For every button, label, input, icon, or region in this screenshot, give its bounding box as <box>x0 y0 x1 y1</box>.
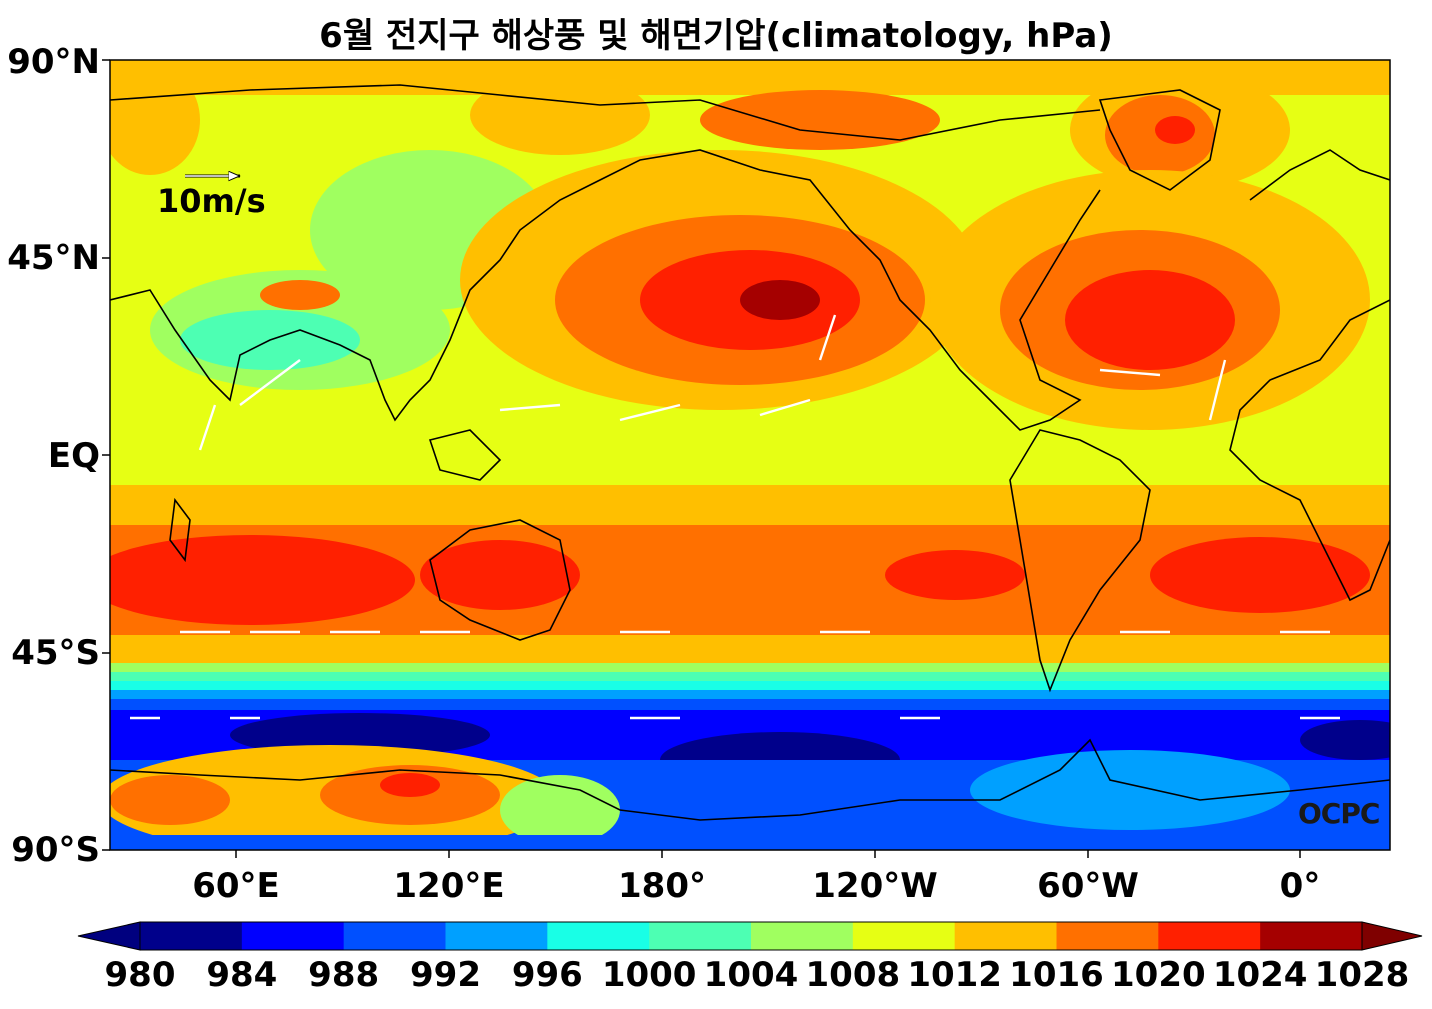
colorbar-swatch <box>343 922 446 950</box>
lat-label-90n: 90°N <box>7 42 100 82</box>
lon-label-120e: 120°E <box>393 866 505 906</box>
colorbar-tick-label: 1000 <box>601 955 697 995</box>
colorbar-tick-label: 984 <box>206 955 278 995</box>
colorbar-under-extend <box>77 921 141 951</box>
lon-label-120w: 120°W <box>812 866 938 906</box>
colorbar-swatch <box>547 922 650 950</box>
colorbar-swatch <box>241 922 345 950</box>
colorbar-swatch <box>751 922 854 950</box>
lon-label-60e: 60°E <box>192 866 280 906</box>
colorbar-swatch <box>954 922 1057 950</box>
map-field <box>110 60 1390 850</box>
colorbar-tick-label: 1028 <box>1314 955 1410 995</box>
lat-label-45s: 45°S <box>11 633 100 673</box>
colorbar-tick-label: 980 <box>104 955 176 995</box>
colorbar-swatch <box>1056 922 1159 950</box>
colorbar-tick-label: 988 <box>308 955 380 995</box>
wind-reference-label: 10m/s <box>157 182 266 220</box>
wind-vectors <box>130 314 1340 720</box>
colorbar-swatch <box>445 922 548 950</box>
lat-label-eq: EQ <box>47 436 100 476</box>
lat-label-45n: 45°N <box>7 238 100 278</box>
lon-label-180: 180° <box>618 866 706 906</box>
credit-logo: OCPC <box>1298 797 1380 830</box>
colorbar-swatch <box>852 922 956 950</box>
colorbar-tick-label: 1016 <box>1009 955 1104 995</box>
coastlines <box>110 84 1390 821</box>
colorbar-swatch <box>1158 922 1261 950</box>
colorbar-swatch <box>649 922 752 950</box>
colorbar-tick-label: 996 <box>511 955 583 995</box>
lon-label-60w: 60°W <box>1037 866 1139 906</box>
colorbar-over-extend <box>1361 921 1423 951</box>
colorbar-tick-label: 1004 <box>703 955 799 995</box>
colorbar-swatch <box>1260 922 1363 950</box>
map-title: 6월 전지구 해상풍 및 해면기압(climatology, hPa) <box>319 16 1113 56</box>
colorbar-tick-label: 1012 <box>907 955 1002 995</box>
colorbar-tick-label: 992 <box>410 955 481 995</box>
lat-label-90s: 90°S <box>11 830 100 870</box>
colorbar <box>77 921 1423 951</box>
colorbar-tick-label: 1024 <box>1212 955 1308 995</box>
colorbar-tick-label: 1008 <box>805 955 901 995</box>
colorbar-tick-label: 1020 <box>1111 955 1206 995</box>
lon-label-0: 0° <box>1279 866 1321 906</box>
colorbar-swatch <box>140 922 243 950</box>
